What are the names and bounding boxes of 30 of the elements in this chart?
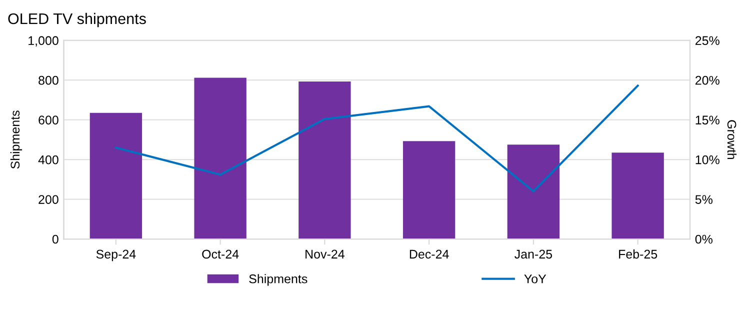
x-tick-label: Oct-24 — [202, 250, 239, 259]
y-tick-label: 600 — [38, 116, 58, 124]
y-tick-label: 0 — [52, 234, 58, 244]
bar — [90, 112, 142, 240]
bar — [507, 144, 560, 240]
y2-tick-label: 10% — [696, 155, 720, 164]
x-tick-label: Feb-25 — [619, 249, 658, 259]
legend-label: Shipments — [249, 274, 308, 286]
y-axis-title: Shipments — [10, 110, 22, 169]
y2-tick-label: 5% — [695, 195, 712, 204]
bar — [612, 152, 664, 240]
bar — [298, 81, 351, 240]
y2-tick-label: 20% — [695, 76, 720, 85]
y-tick-label: 400 — [38, 155, 58, 164]
y2-tick-label: 15% — [696, 116, 720, 124]
bar — [194, 78, 246, 240]
y-tick-label: 200 — [38, 195, 58, 204]
bar — [402, 141, 456, 240]
x-tick-label: Sep-24 — [96, 250, 136, 262]
y-tick-label: 800 — [38, 76, 58, 85]
y2-tick-label: 0% — [695, 234, 712, 244]
legend-label: YoY — [524, 274, 546, 284]
y-tick-label: 1,000 — [28, 36, 58, 47]
x-tick-label: Jan-25 — [514, 250, 552, 259]
line-series — [114, 84, 639, 192]
x-tick-label: Nov-24 — [306, 250, 344, 259]
y2-axis-title: Growth — [727, 120, 737, 160]
x-tick-label: Dec-24 — [410, 250, 449, 259]
chart-title: OLED TV shipments — [8, 12, 146, 28]
y2-tick-label: 25% — [695, 36, 720, 46]
